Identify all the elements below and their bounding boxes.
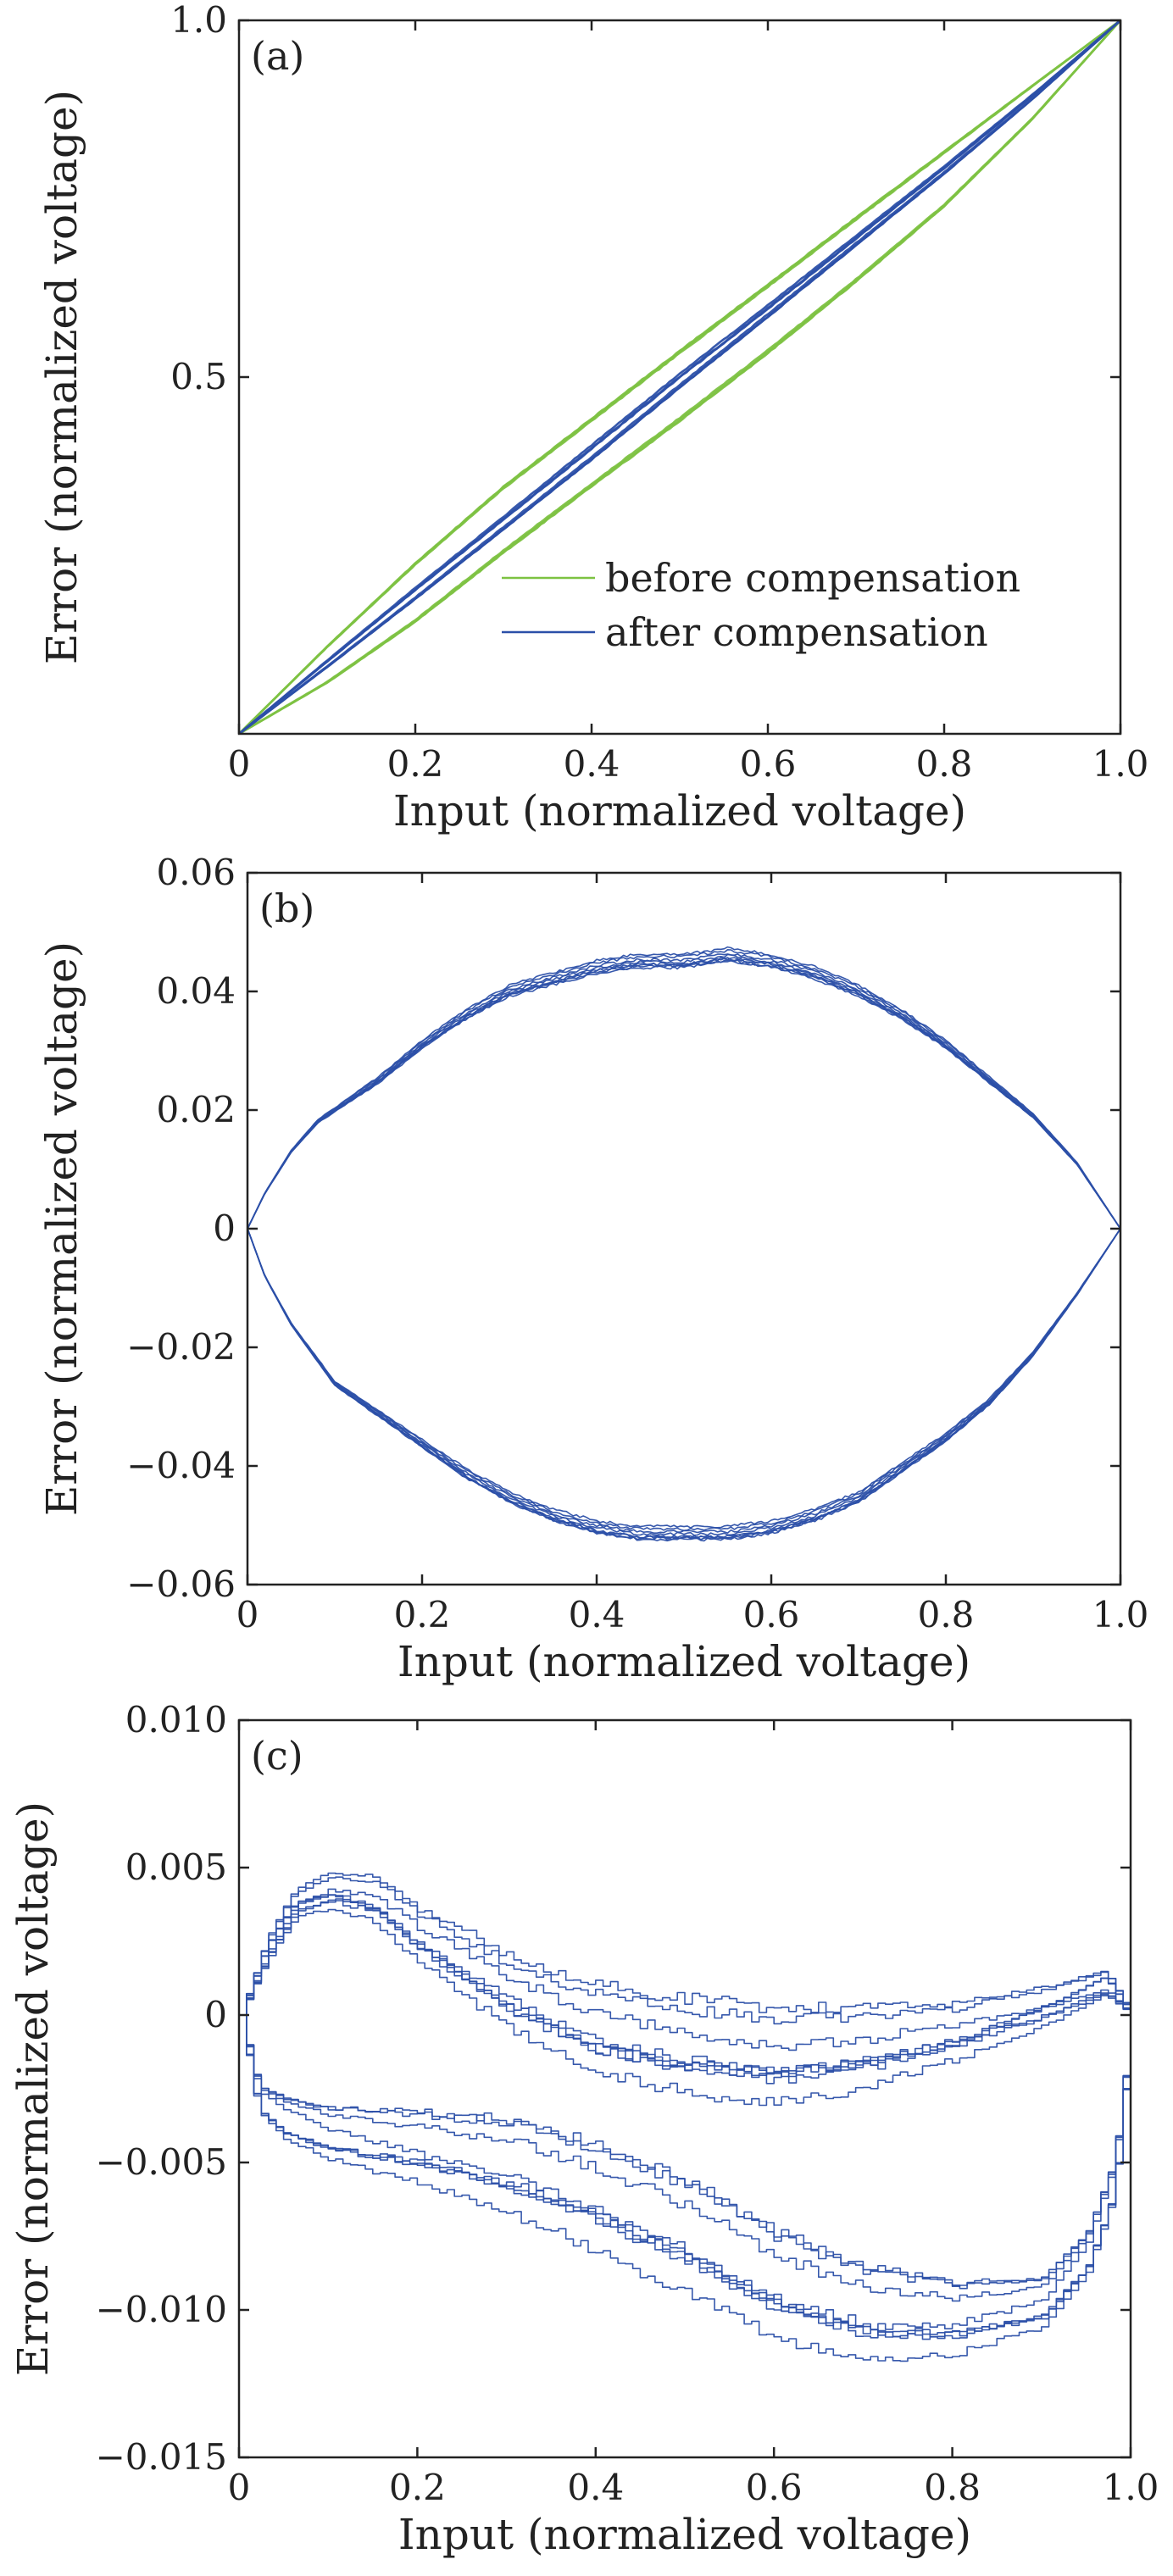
y-tick-label: −0.04 bbox=[126, 1445, 236, 1486]
x-tick-label: 1.0 bbox=[1103, 2467, 1159, 2508]
y-tick-label: 0.5 bbox=[170, 356, 227, 397]
x-tick-label: 0.2 bbox=[394, 1594, 451, 1635]
y-tick-label: 0.005 bbox=[125, 1846, 227, 1888]
series-line-trace bbox=[247, 953, 1120, 1230]
series-line-after-compensation bbox=[239, 20, 1120, 734]
x-tick-label: 0.6 bbox=[740, 743, 797, 785]
series-line-trace bbox=[239, 2014, 1131, 2302]
x-tick-label: 1.0 bbox=[1092, 1594, 1149, 1635]
series-line-before-compensation bbox=[239, 20, 1120, 734]
series-line-after-compensation bbox=[239, 20, 1120, 734]
plot-frame bbox=[237, 1718, 1132, 2459]
y-tick-label: −0.010 bbox=[96, 2289, 227, 2330]
y-tick-label: 0.02 bbox=[156, 1089, 236, 1130]
series-line-trace bbox=[247, 1228, 1120, 1540]
x-tick-label: 1.0 bbox=[1092, 743, 1149, 785]
series-line-before-compensation bbox=[239, 20, 1120, 734]
x-tick-label: 0.6 bbox=[743, 1594, 800, 1635]
y-axis-label: Error (normalized voltage) bbox=[37, 90, 86, 664]
legend-entry: after compensation bbox=[605, 609, 988, 655]
x-tick-label: 0.4 bbox=[569, 1594, 625, 1635]
plot-area bbox=[247, 946, 1120, 1542]
x-tick-label: 0 bbox=[228, 743, 251, 785]
panel-b: 0 0.2 0.4 0.6 0.8 1.0 −0.06 −0.04 −0.02 0 0.02 0.04… bbox=[37, 852, 1148, 1686]
x-axis-label: Input (normalized voltage) bbox=[398, 2510, 971, 2559]
x-tick-label: 0.4 bbox=[567, 2467, 624, 2508]
series-line-trace bbox=[239, 1900, 1131, 2085]
x-tick-label: 0.8 bbox=[924, 2467, 981, 2508]
series-line-trace bbox=[239, 1876, 1131, 2025]
x-tick-label: 0.6 bbox=[746, 2467, 803, 2508]
series-line-trace bbox=[239, 1888, 1131, 2051]
x-axis-label: Input (normalized voltage) bbox=[393, 786, 966, 836]
x-tick-label: 0.2 bbox=[387, 743, 444, 785]
series-line-trace bbox=[247, 949, 1120, 1230]
x-tick-label: 0.2 bbox=[389, 2467, 446, 2508]
legend: before compensation after compensation bbox=[502, 555, 1020, 655]
y-tick-label: 0.06 bbox=[156, 852, 236, 893]
series-line-trace bbox=[247, 1228, 1120, 1541]
panel-label: (a) bbox=[251, 33, 304, 79]
y-tick-label: 0 bbox=[213, 1208, 236, 1249]
series-line-after-compensation bbox=[239, 20, 1120, 734]
x-tick-label: 0 bbox=[236, 1594, 259, 1635]
series-line-trace bbox=[247, 1228, 1120, 1529]
y-tick-label: 0 bbox=[204, 1994, 227, 2035]
plot-area bbox=[239, 20, 1120, 734]
panel-c: 0 0.2 0.4 0.6 0.8 1.0 −0.015 −0.010 −0.005 0 0.005… bbox=[8, 1699, 1159, 2559]
y-axis-label: Error (normalized voltage) bbox=[8, 1802, 58, 2376]
series-line-trace bbox=[239, 2014, 1131, 2290]
series-line-trace bbox=[239, 2014, 1131, 2338]
y-tick-label: 0.010 bbox=[125, 1699, 227, 1740]
series-line-trace bbox=[239, 1908, 1131, 2107]
x-tick-label: 0 bbox=[228, 2467, 251, 2508]
plot-area bbox=[239, 1872, 1131, 2362]
panel-label: (c) bbox=[251, 1733, 303, 1779]
x-tick-label: 0.8 bbox=[916, 743, 973, 785]
y-tick-label: 1.0 bbox=[170, 0, 227, 41]
series-line-trace bbox=[247, 960, 1120, 1230]
y-tick-label: 0.04 bbox=[156, 970, 236, 1012]
legend-entry: before compensation bbox=[605, 555, 1020, 601]
series-line-trace bbox=[247, 1228, 1120, 1534]
series-line-trace bbox=[239, 2014, 1131, 2338]
y-axis-label: Error (normalized voltage) bbox=[37, 941, 86, 1516]
x-tick-label: 0.8 bbox=[918, 1594, 975, 1635]
y-tick-label: −0.06 bbox=[126, 1563, 236, 1605]
y-tick-label: −0.005 bbox=[96, 2141, 227, 2183]
panel-label: (b) bbox=[259, 886, 314, 931]
series-line-trace bbox=[247, 946, 1120, 1230]
y-tick-label: −0.02 bbox=[126, 1326, 236, 1368]
panel-a: 0 0.2 0.4 0.6 0.8 1.0 0.5 1.0 Input (normalized … bbox=[37, 0, 1148, 836]
x-axis-label: Input (normalized voltage) bbox=[397, 1637, 970, 1686]
x-tick-label: 0.4 bbox=[564, 743, 620, 785]
series-line-trace bbox=[239, 2014, 1131, 2362]
y-tick-label: −0.015 bbox=[96, 2436, 227, 2478]
